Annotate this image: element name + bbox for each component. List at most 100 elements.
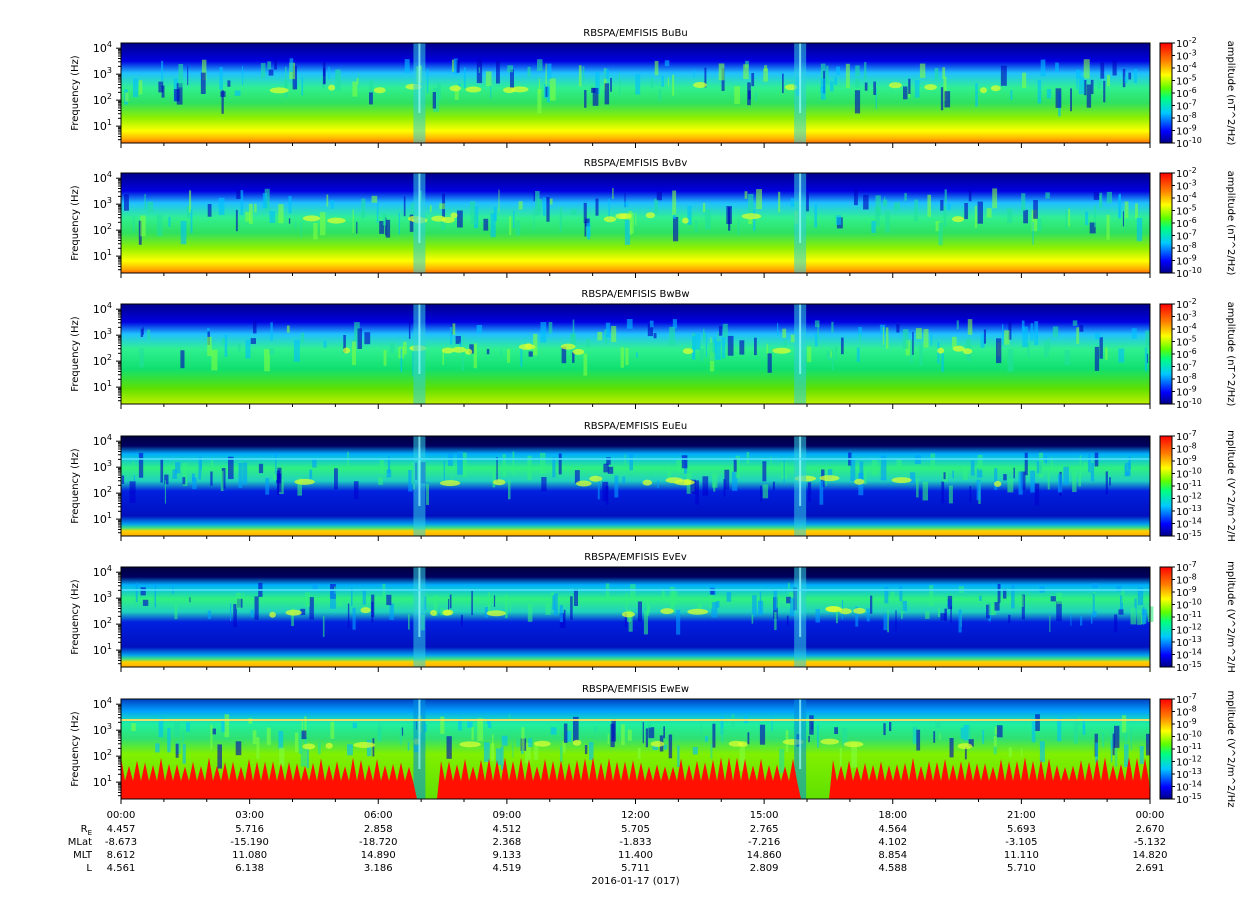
y-tick-label: 102 bbox=[93, 222, 112, 237]
spectrogram-image bbox=[121, 567, 1150, 667]
ephemeris-value: 4.102 bbox=[878, 837, 907, 848]
y-tick-label: 104 bbox=[93, 170, 112, 185]
ephemeris-value: 3.186 bbox=[364, 863, 393, 874]
spectrogram-panel: RBSPA/EMFISIS BuBu 101 102 103 104 Frequency … bbox=[70, 28, 1236, 150]
ephemeris-value: 8.854 bbox=[878, 850, 907, 861]
colorbar-label: amplitude (nT^2/Hz) bbox=[1225, 302, 1236, 407]
colorbar-tick-label: 10-15 bbox=[1176, 529, 1202, 543]
ephemeris-value: 2.858 bbox=[364, 824, 393, 835]
y-tick-label: 102 bbox=[93, 616, 112, 631]
panel-title: RBSPA/EMFISIS BvBv bbox=[584, 158, 688, 169]
ephemeris-value: -8.673 bbox=[105, 837, 137, 848]
ephemeris-value: 9.133 bbox=[493, 850, 522, 861]
colorbar-gradient bbox=[1159, 172, 1173, 274]
y-tick-label: 104 bbox=[93, 564, 112, 579]
spectrogram-texture bbox=[139, 304, 1151, 404]
spectrogram-texture bbox=[121, 699, 1150, 799]
colorbar: 10-1510-1410-1310-1210-1110-1010-910-810… bbox=[1159, 560, 1236, 674]
colorbar: 10-1010-910-810-710-610-510-410-310-2amp… bbox=[1159, 36, 1236, 150]
ephemeris-value: 4.588 bbox=[878, 863, 907, 874]
y-axis-label: Frequency (Hz) bbox=[70, 448, 81, 524]
colorbar-gradient bbox=[1159, 303, 1173, 405]
colorbar-label: amplitude (nT^2/Hz) bbox=[1225, 171, 1236, 276]
y-tick-label: 101 bbox=[93, 248, 112, 263]
x-tick-label: 00:00 bbox=[107, 810, 136, 821]
ephemeris-row-label: MLT bbox=[73, 850, 93, 861]
colorbar-label: amplitude (nT^2/Hz) bbox=[1225, 41, 1236, 146]
ephemeris-value: 14.820 bbox=[1133, 850, 1168, 861]
y-axis-label: Frequency (Hz) bbox=[70, 55, 81, 131]
spectrogram-image bbox=[121, 304, 1150, 404]
ephemeris-value: 2.368 bbox=[493, 837, 522, 848]
ephemeris-value: 11.400 bbox=[618, 850, 653, 861]
colorbar-gradient bbox=[1159, 435, 1173, 537]
colorbar-tick-label: 10-15 bbox=[1176, 660, 1202, 674]
y-tick-label: 101 bbox=[93, 118, 112, 133]
colorbar-gradient bbox=[1159, 698, 1173, 800]
y-axis-label: Frequency (Hz) bbox=[70, 316, 81, 392]
ephemeris-row-label: RE bbox=[81, 824, 92, 837]
spectrogram-texture bbox=[121, 567, 1154, 667]
ephemeris-value: 6.138 bbox=[235, 863, 264, 874]
ephemeris-value: 11.110 bbox=[1004, 850, 1039, 861]
y-tick-label: 103 bbox=[93, 66, 112, 81]
low-frequency-band bbox=[121, 757, 1150, 799]
y-tick-label: 102 bbox=[93, 485, 112, 500]
ephemeris-value: 5.705 bbox=[621, 824, 650, 835]
x-tick-label: 09:00 bbox=[492, 810, 521, 821]
y-axis-label: Frequency (Hz) bbox=[70, 579, 81, 655]
y-tick-label: 101 bbox=[93, 642, 112, 657]
ephemeris-value: -3.105 bbox=[1005, 837, 1037, 848]
y-tick-label: 102 bbox=[93, 353, 112, 368]
colorbar: 10-1510-1410-1310-1210-1110-1010-910-810… bbox=[1159, 690, 1236, 808]
y-tick-label: 103 bbox=[93, 590, 112, 605]
ephemeris-value: 5.716 bbox=[235, 824, 264, 835]
colorbar-label: mplitude (V^2/m^2/H bbox=[1225, 561, 1236, 673]
y-tick-label: 101 bbox=[93, 379, 112, 394]
ephemeris-value: 5.710 bbox=[1007, 863, 1036, 874]
ephemeris-value: -5.132 bbox=[1134, 837, 1166, 848]
panel-title: RBSPA/EMFISIS EwEw bbox=[582, 684, 689, 695]
ephemeris-value: 5.711 bbox=[621, 863, 650, 874]
colorbar-gradient bbox=[1159, 566, 1173, 668]
date-label: 2016-01-17 (017) bbox=[591, 876, 679, 887]
y-tick-label: 104 bbox=[93, 301, 112, 316]
spectrogram-panel: RBSPA/EMFISIS EwEw 101 102 103 104 Frequency … bbox=[70, 684, 1236, 808]
y-tick-label: 103 bbox=[93, 722, 112, 737]
x-tick-label: 18:00 bbox=[878, 810, 907, 821]
panel-title: RBSPA/EMFISIS BuBu bbox=[583, 28, 687, 39]
ephemeris-value: 2.765 bbox=[750, 824, 779, 835]
ephemeris-value: 2.691 bbox=[1136, 863, 1165, 874]
ephemeris-value: 5.693 bbox=[1007, 824, 1036, 835]
y-axis-label: Frequency (Hz) bbox=[70, 711, 81, 787]
spectrogram-texture bbox=[124, 43, 1137, 143]
colorbar: 10-1510-1410-1310-1210-1110-1010-910-810… bbox=[1159, 429, 1236, 543]
ephemeris-value: 14.890 bbox=[361, 850, 396, 861]
y-tick-label: 103 bbox=[93, 459, 112, 474]
ephemeris-value: 4.564 bbox=[878, 824, 907, 835]
ephemeris-value: -7.216 bbox=[748, 837, 780, 848]
ephemeris-value: 2.809 bbox=[750, 863, 779, 874]
panel-title: RBSPA/EMFISIS EuEu bbox=[584, 421, 687, 432]
ephemeris-value: 4.512 bbox=[493, 824, 522, 835]
x-tick-label: 06:00 bbox=[364, 810, 393, 821]
ephemeris-value: -18.720 bbox=[359, 837, 398, 848]
colorbar-tick-label: 10-10 bbox=[1176, 266, 1202, 280]
y-tick-label: 103 bbox=[93, 196, 112, 211]
y-tick-label: 104 bbox=[93, 433, 112, 448]
ephemeris-value: 8.612 bbox=[107, 850, 136, 861]
spectrogram-panel: RBSPA/EMFISIS BvBv 101 102 103 104 Frequency … bbox=[70, 158, 1236, 280]
ephemeris-value: -1.833 bbox=[619, 837, 651, 848]
y-tick-label: 104 bbox=[93, 696, 112, 711]
panel-title: RBSPA/EMFISIS EvEv bbox=[584, 552, 687, 563]
panel-title: RBSPA/EMFISIS BwBw bbox=[581, 289, 689, 300]
spectrogram-texture bbox=[124, 173, 1143, 273]
colorbar-label: mplitude (V^2/m^2/H bbox=[1225, 430, 1236, 542]
y-tick-label: 103 bbox=[93, 327, 112, 342]
y-tick-label: 102 bbox=[93, 92, 112, 107]
ephemeris-value: 14.860 bbox=[747, 850, 782, 861]
ephemeris-row-label: L bbox=[86, 863, 92, 874]
ephemeris-value: 2.670 bbox=[1136, 824, 1165, 835]
x-tick-label: 00:00 bbox=[1136, 810, 1165, 821]
colorbar-gradient bbox=[1159, 42, 1173, 144]
